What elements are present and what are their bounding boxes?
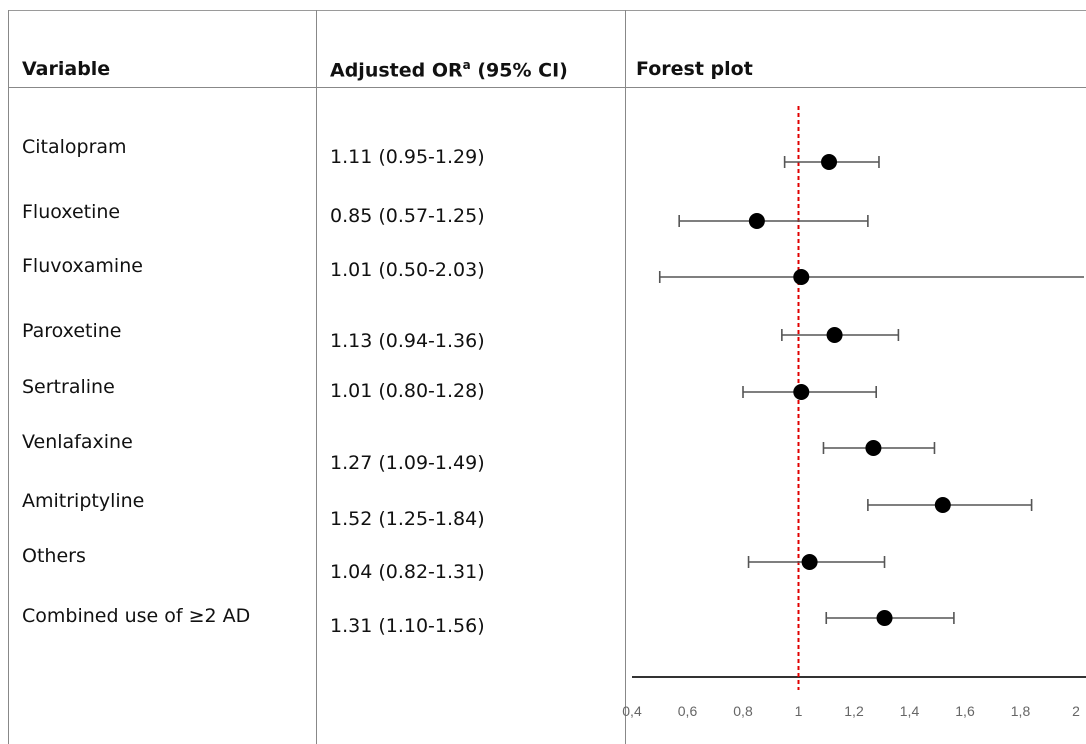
variable-others: Others (22, 545, 86, 567)
or-amitriptyline: 1.52 (1.25-1.84) (330, 508, 485, 530)
point-estimate (821, 154, 838, 170)
x-tick-label: 2 (1072, 703, 1080, 719)
point-estimate (748, 213, 765, 229)
variable-fluoxetine: Fluoxetine (22, 201, 121, 223)
column-divider-1 (316, 10, 317, 744)
x-tick-label: 1,8 (1011, 703, 1031, 719)
variable-amitriptyline: Amitriptyline (22, 490, 145, 512)
or-venlafaxine: 1.27 (1.09-1.49) (330, 452, 485, 474)
header-or-tail: (95% CI) (470, 59, 568, 82)
variable-citalopram: Citalopram (22, 136, 127, 158)
column-divider-2 (625, 10, 626, 744)
x-tick-label: 1,4 (900, 703, 920, 719)
or-combined-ad: 1.31 (1.10-1.56) (330, 615, 485, 637)
header-forest-plot: Forest plot (636, 58, 753, 80)
x-tick-label: 0,8 (733, 703, 753, 719)
point-estimate (826, 327, 843, 343)
variable-paroxetine: Paroxetine (22, 320, 122, 342)
x-tick-label: 1 (795, 703, 803, 719)
header-adjusted-or: Adjusted ORa (95% CI) (330, 58, 568, 81)
x-tick-label: 0,6 (678, 703, 698, 719)
variable-combined-ad: Combined use of ≥2 AD (22, 605, 251, 627)
or-fluvoxamine: 1.01 (0.50-2.03) (330, 259, 485, 281)
point-estimate (876, 610, 893, 626)
variable-sertraline: Sertraline (22, 376, 115, 398)
header-variable: Variable (22, 58, 111, 80)
header-or-superscript: a (462, 58, 471, 72)
table-top-border (8, 10, 1086, 11)
header-divider (8, 87, 1086, 88)
point-estimate (934, 497, 951, 513)
variable-fluvoxamine: Fluvoxamine (22, 255, 143, 277)
x-tick-label: 1,6 (955, 703, 975, 719)
or-others: 1.04 (0.82-1.31) (330, 561, 485, 583)
x-tick-label: 0,4 (622, 703, 642, 719)
or-paroxetine: 1.13 (0.94-1.36) (330, 330, 485, 352)
point-estimate (865, 440, 882, 456)
point-estimate (793, 384, 810, 400)
variable-venlafaxine: Venlafaxine (22, 431, 133, 453)
header-or-main: Adjusted OR (330, 59, 463, 82)
x-tick-label: 1,2 (844, 703, 864, 719)
or-citalopram: 1.11 (0.95-1.29) (330, 146, 485, 168)
table-left-border (8, 10, 9, 744)
point-estimate (801, 554, 818, 570)
point-estimate (793, 269, 810, 285)
or-fluoxetine: 0.85 (0.57-1.25) (330, 205, 485, 227)
or-sertraline: 1.01 (0.80-1.28) (330, 380, 485, 402)
